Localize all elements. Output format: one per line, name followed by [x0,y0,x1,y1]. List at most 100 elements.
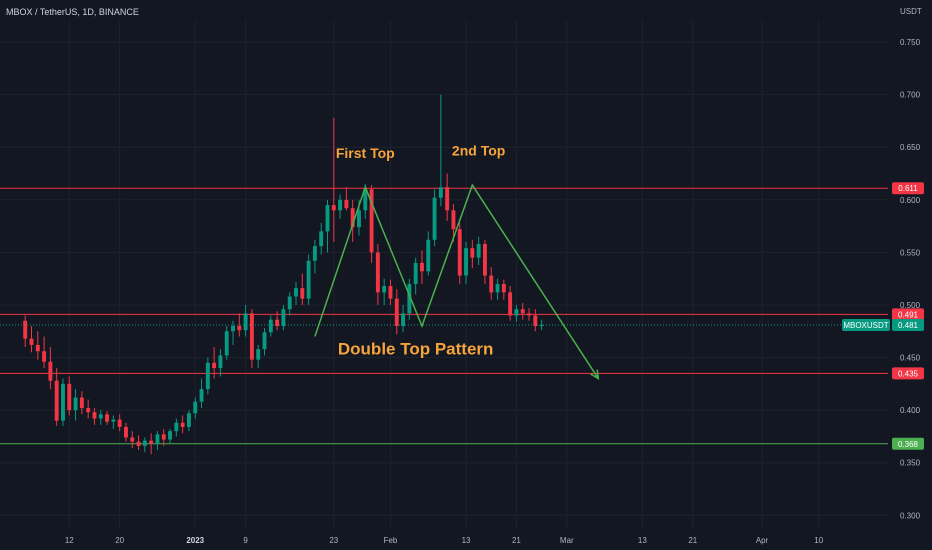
candle-body [23,320,28,339]
time-tick-label: 21 [512,536,521,545]
candle-body [394,298,399,326]
time-tick-label: 13 [462,536,471,545]
pattern-annotation: First Top [336,145,395,161]
candle-body [457,229,462,276]
candle-body [514,309,519,316]
candle-body [520,309,525,314]
candle-body [306,260,311,299]
time-tick-label: 2023 [186,536,204,545]
candle-body [501,283,506,293]
last-price-tag [892,318,924,331]
candle-body [350,208,355,228]
candle-body [268,319,273,333]
candle-body [256,349,261,360]
level-price-label: 0.611 [898,184,918,193]
candle-body [357,210,361,228]
candle-body [432,197,437,240]
candle-body [489,275,494,293]
candle-body [231,326,235,332]
candle-body [218,355,223,369]
candle-body [325,205,330,232]
candle-body [344,199,349,209]
time-tick-label: 10 [814,536,823,545]
candle-body [407,283,412,314]
candle-body [29,338,34,345]
level-price-tag [892,308,924,321]
candle-body [212,362,217,369]
time-tick-label: Mar [560,536,574,545]
time-axis[interactable]: 12 20 2023 9 23 Feb 13 21 Mar 13 21 Apr 10 [65,536,824,545]
candle-body [413,262,418,284]
time-tick-label: Apr [756,536,769,545]
candle-body [249,313,254,360]
price-tick-label: 0.500 [900,301,921,310]
candle-body [193,401,198,414]
candle-body [275,319,280,326]
candle-body [401,313,406,326]
price-tick-label: 0.450 [900,354,921,363]
candle-body [224,331,229,356]
candle-body [539,324,544,326]
candle-body [205,362,210,390]
candle-body [495,283,500,293]
candle-body [180,422,185,427]
candle-body [338,199,343,211]
candle-body [42,351,47,362]
candle-body [199,389,204,402]
level-price-tag [892,182,924,195]
price-tick-label: 0.600 [900,196,921,205]
candle-body [174,422,179,432]
candle-body [369,189,374,253]
pattern-annotation: Double Top Pattern [338,339,494,358]
trendline-arrowhead [590,369,600,381]
trendline-path [314,183,599,379]
candle-body [86,408,91,413]
candle-body [331,205,336,211]
candle-body [243,313,248,331]
candle-body [294,288,298,297]
candle-body [319,231,324,247]
candle-body [142,440,147,446]
level-price-tag [892,367,924,380]
price-tick-label: 0.350 [900,459,921,468]
candle-body [124,426,128,438]
candle-body [161,434,166,440]
candle-body [312,246,317,261]
candle-body [382,286,387,293]
candle-body [287,296,292,310]
candle-body [375,252,380,293]
chart-title: MBOX / TetherUS, 1D, BINANCE [6,7,139,17]
candle-body [117,419,122,427]
horizontal-levels [0,187,888,445]
candle-body [237,326,242,331]
candle-body [508,292,513,316]
axis-unit: USDT [900,7,922,16]
candle-body [73,397,78,411]
candle-body [426,239,431,272]
symbol-label: MBOXUSDT [843,321,888,330]
candle-body [149,440,154,444]
candle-body [470,248,475,258]
pattern-annotation: 2nd Top [452,143,505,159]
grid [0,20,888,530]
candle-body [92,412,97,419]
candle-body [79,397,84,409]
candle-body [130,437,135,442]
candle-body [445,187,450,211]
candle-body [105,414,110,422]
level-price-tag [892,437,924,450]
price-tick-label: 0.750 [900,38,921,47]
candle-body [98,414,103,419]
candle-body [61,383,65,421]
candle-body [363,189,368,211]
symbol-tag [842,318,890,331]
price-axis[interactable]: 0.300 0.350 0.400 0.450 0.500 0.550 0.600 0.650… [842,38,924,520]
level-price-label: 0.491 [898,310,919,319]
price-tick-label: 0.700 [900,91,921,100]
annotations: First Top 2nd Top Double Top Pattern [336,143,505,359]
candle-body [35,344,40,352]
candle-body [464,248,468,276]
candle-body [533,315,538,326]
candle-body [111,419,116,422]
